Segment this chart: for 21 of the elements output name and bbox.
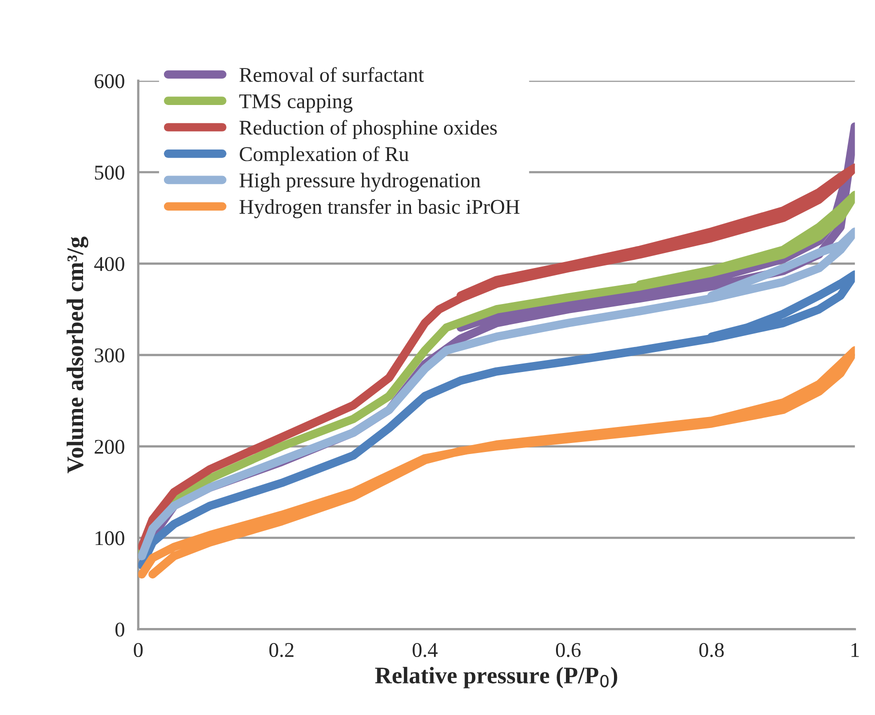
- y-tick-label: 300: [94, 348, 124, 362]
- x-tick-label: 0.2: [269, 642, 294, 658]
- y-tick-label: 200: [94, 440, 124, 454]
- y-tick-label: 0: [115, 622, 124, 637]
- x-axis-title: Relative pressure (P/P$_{0}$): [375, 666, 618, 688]
- legend-label: Complexation of Ru: [240, 146, 409, 166]
- x-tick-label: 0.8: [699, 642, 724, 658]
- x-tick-label: 0.4: [412, 642, 438, 658]
- x-tick-label: 1: [852, 643, 859, 657]
- y-tick-label: 100: [96, 531, 124, 546]
- legend-label: Removal of surfactant: [240, 67, 424, 82]
- x-tick-label: 0: [134, 642, 143, 658]
- y-tick-label: 600: [94, 74, 124, 88]
- legend-label: High pressure hydrogenation: [240, 172, 480, 192]
- y-axis-title: Volume adsorbed cm³/g: [66, 236, 88, 474]
- legend-label: Hydrogen transfer in basic iPrOH: [240, 199, 520, 218]
- x-tick-label: 0.6: [556, 642, 581, 658]
- y-tick-label: 400: [94, 256, 124, 272]
- legend-label: Reduction of phosphine oxides: [240, 120, 497, 139]
- y-tick-label: 500: [95, 166, 124, 180]
- legend-label: TMS capping: [239, 94, 353, 113]
